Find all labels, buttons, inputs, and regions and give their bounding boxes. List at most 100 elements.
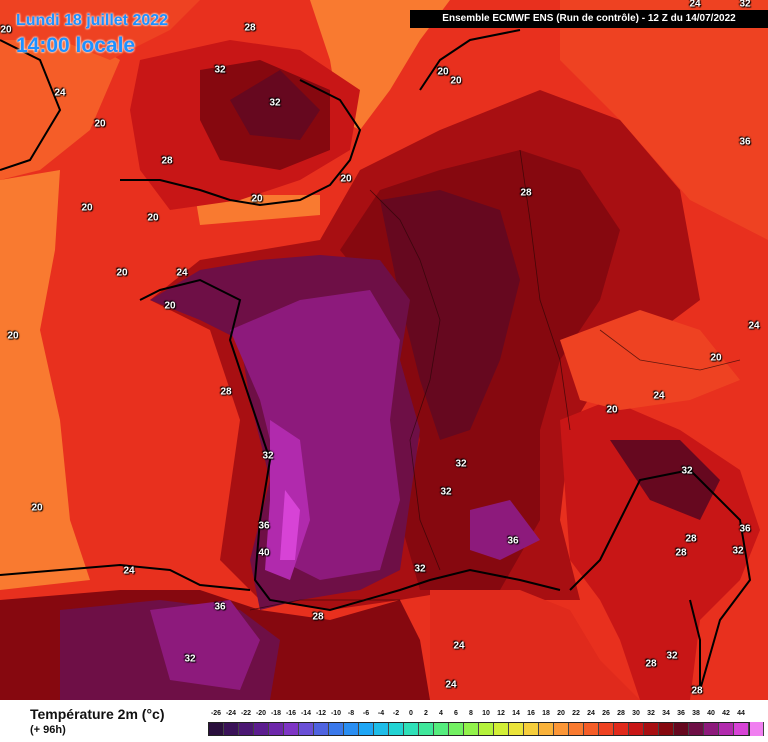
scale-tick: -18 — [270, 710, 282, 717]
color-swatch — [404, 722, 419, 736]
legend-footer: Température 2m (°c) (+ 96h) -26 -24 -22 -20… — [0, 700, 768, 742]
color-swatch — [314, 722, 329, 736]
forecast-local-time: 14:00 locale — [16, 34, 136, 57]
color-swatch — [539, 722, 554, 736]
spain-north-coastline — [0, 563, 251, 591]
england-core-zone — [230, 70, 320, 140]
color-swatch — [359, 722, 374, 736]
isotherm-label: 32 — [414, 563, 426, 575]
scale-tick: 12 — [497, 710, 505, 717]
color-swatch — [269, 722, 284, 736]
scale-tick: 40 — [707, 710, 715, 717]
scale-tick: 2 — [424, 710, 428, 717]
isotherm-label: 32 — [440, 486, 452, 498]
lead-time: (+ 96h) — [30, 724, 66, 736]
scale-tick: 6 — [454, 710, 458, 717]
isotherm-label: 28 — [520, 187, 532, 199]
scale-tick: 14 — [512, 710, 520, 717]
isotherm-label: 32 — [455, 458, 467, 470]
isotherm-label: 28 — [244, 22, 256, 34]
color-swatch — [644, 722, 659, 736]
isotherm-label: 20 — [606, 404, 618, 416]
color-swatch — [419, 722, 434, 736]
central-core-zone — [380, 190, 520, 440]
east-warm-zone — [560, 0, 768, 240]
color-swatch — [254, 722, 269, 736]
isotherm-label: 32 — [262, 450, 274, 462]
color-swatch — [494, 722, 509, 736]
scale-tick: -26 — [210, 710, 222, 717]
color-swatch — [704, 722, 719, 736]
border-line-2 — [519, 149, 571, 431]
scale-tick: -22 — [240, 710, 252, 717]
scale-tick: 38 — [692, 710, 700, 717]
color-swatch — [449, 722, 464, 736]
border-line-1 — [369, 189, 441, 571]
scale-tick: 0 — [409, 710, 413, 717]
temperature-map: Lundi 18 juillet 2022 14:00 locale Ensem… — [0, 0, 768, 700]
color-swatch — [329, 722, 344, 736]
scale-tick: 28 — [617, 710, 625, 717]
parameter-title: Température 2m (°c) — [30, 706, 165, 722]
color-swatch — [569, 722, 584, 736]
isotherm-label: 20 — [437, 66, 449, 78]
color-swatch — [479, 722, 494, 736]
color-swatch — [389, 722, 404, 736]
italy-east-coastline — [689, 599, 701, 690]
scale-tick: 36 — [677, 710, 685, 717]
scale-tick: 42 — [722, 710, 730, 717]
scale-tick: 44 — [737, 710, 745, 717]
color-swatch — [554, 722, 569, 736]
scale-tick: 4 — [439, 710, 443, 717]
scale-tick: -8 — [347, 710, 355, 717]
color-swatch — [284, 722, 299, 736]
model-run-banner: Ensemble ECMWF ENS (Run de contrôle) - 1… — [410, 10, 768, 28]
atlantic-warm-zone — [0, 30, 120, 180]
scale-tick: 30 — [632, 710, 640, 717]
isotherm-label: 24 — [54, 87, 66, 99]
isotherm-label: 20 — [164, 300, 176, 312]
color-swatch — [614, 722, 629, 736]
isotherm-label: 24 — [453, 640, 465, 652]
isotherm-label: 24 — [748, 320, 760, 332]
color-swatch — [224, 722, 239, 736]
isotherm-label: 28 — [691, 685, 703, 697]
color-swatch — [629, 722, 644, 736]
scale-tick: 16 — [527, 710, 535, 717]
provence-hot-zone — [470, 500, 540, 560]
coastlines — [0, 29, 752, 691]
isotherm-label: 32 — [732, 545, 744, 557]
isotherm-label: 36 — [739, 136, 751, 148]
color-swatch — [674, 722, 689, 736]
isotherm-label: 20 — [81, 202, 93, 214]
mediterranean-zone — [430, 590, 640, 700]
isotherm-label: 20 — [31, 502, 43, 514]
isotherm-label: 36 — [214, 601, 226, 613]
scale-tick: 32 — [647, 710, 655, 717]
scale-tick: -10 — [330, 710, 342, 717]
color-swatch — [749, 722, 764, 736]
border-line-3 — [599, 329, 741, 371]
england-coastline — [120, 79, 362, 207]
isotherm-label: 20 — [116, 267, 128, 279]
isotherm-label: 36 — [258, 520, 270, 532]
isotherm-label: 24 — [689, 0, 701, 10]
color-swatch — [344, 722, 359, 736]
color-swatch — [239, 722, 254, 736]
atlantic-cool-zone — [0, 170, 90, 590]
isotherm-label: 28 — [685, 533, 697, 545]
isotherm-label: 20 — [450, 75, 462, 87]
scale-tick: 8 — [469, 710, 473, 717]
color-swatch — [374, 722, 389, 736]
isotherm-label: 28 — [675, 547, 687, 559]
isotherm-label: 28 — [220, 386, 232, 398]
scale-tick: -20 — [255, 710, 267, 717]
scale-tick: 10 — [482, 710, 490, 717]
scale-tick: -16 — [285, 710, 297, 717]
ireland-coastline — [0, 39, 62, 171]
isotherm-label: 32 — [739, 0, 751, 10]
scale-tick: 24 — [587, 710, 595, 717]
north-coastline — [419, 29, 521, 91]
isotherm-label: 24 — [445, 679, 457, 691]
scale-tick: 22 — [572, 710, 580, 717]
